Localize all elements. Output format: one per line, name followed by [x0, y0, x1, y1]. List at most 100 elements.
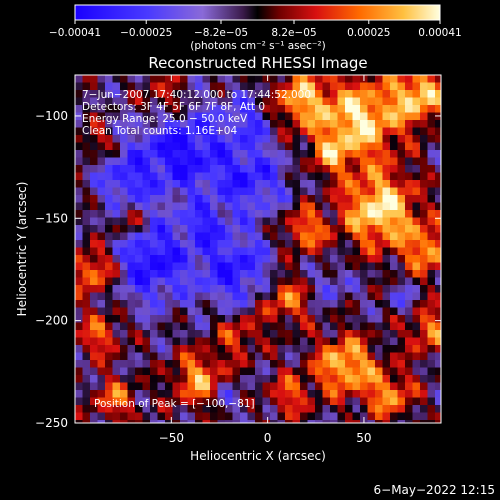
heatmap-cell — [330, 322, 339, 331]
heatmap-cell — [352, 405, 361, 414]
heatmap-cell — [105, 360, 114, 369]
heatmap-cell — [240, 75, 249, 84]
heatmap-cell — [277, 82, 286, 91]
heatmap-cell — [285, 322, 294, 331]
heatmap-cell — [240, 412, 249, 421]
heatmap-cell — [375, 292, 384, 301]
heatmap-cell — [150, 195, 159, 204]
heatmap-cell — [97, 97, 106, 106]
heatmap-cell — [270, 375, 279, 384]
heatmap-cell — [315, 255, 324, 264]
heatmap-cell — [172, 352, 181, 361]
heatmap-cell — [255, 135, 264, 144]
heatmap-cell — [105, 90, 114, 99]
heatmap-cell — [262, 240, 271, 249]
heatmap-cell — [217, 337, 226, 346]
heatmap-cell — [180, 187, 189, 196]
heatmap-cell — [397, 337, 406, 346]
heatmap-cell — [382, 405, 391, 414]
heatmap-cell — [360, 112, 369, 121]
heatmap-cell — [352, 105, 361, 114]
heatmap-cell — [397, 112, 406, 121]
heatmap-cell — [157, 142, 166, 151]
heatmap-cell — [330, 195, 339, 204]
heatmap-cell — [75, 352, 84, 361]
heatmap-cell — [300, 180, 309, 189]
heatmap-cell — [322, 247, 331, 256]
heatmap-cell — [195, 210, 204, 219]
heatmap-cell — [142, 97, 151, 106]
heatmap-cell — [435, 270, 441, 279]
heatmap-cell — [127, 247, 136, 256]
heatmap-cell — [277, 187, 286, 196]
heatmap-cell — [330, 217, 339, 226]
heatmap-cell — [420, 240, 429, 249]
heatmap-cell — [330, 412, 339, 421]
heatmap-cell — [195, 300, 204, 309]
heatmap-cell — [375, 247, 384, 256]
heatmap-cell — [225, 240, 234, 249]
heatmap-cell — [217, 165, 226, 174]
heatmap-cell — [345, 412, 354, 421]
heatmap-cell — [397, 195, 406, 204]
heatmap-cell — [330, 420, 339, 423]
heatmap-cell — [390, 405, 399, 414]
heatmap-cell — [367, 345, 376, 354]
heatmap-cell — [150, 285, 159, 294]
heatmap-cell — [367, 142, 376, 151]
heatmap-cell — [390, 187, 399, 196]
heatmap-cell — [412, 375, 421, 384]
heatmap-cell — [397, 135, 406, 144]
footer-date: 6−May−2022 12:15 — [374, 483, 496, 497]
heatmap-cell — [322, 90, 331, 99]
heatmap-cell — [247, 390, 256, 399]
heatmap-cell — [255, 112, 264, 121]
heatmap-cell — [120, 337, 129, 346]
heatmap-cell — [270, 412, 279, 421]
heatmap-cell — [225, 97, 234, 106]
heatmap-cell — [337, 405, 346, 414]
heatmap-cell — [120, 330, 129, 339]
heatmap-cell — [322, 322, 331, 331]
heatmap-cell — [285, 367, 294, 376]
heatmap-cell — [420, 150, 429, 159]
heatmap-cell — [232, 202, 241, 211]
heatmap-cell — [112, 225, 121, 234]
heatmap-cell — [217, 150, 226, 159]
heatmap-cell — [330, 337, 339, 346]
heatmap-cell — [285, 405, 294, 414]
heatmap-cell — [202, 292, 211, 301]
heatmap-cell — [202, 300, 211, 309]
heatmap-cell — [300, 217, 309, 226]
heatmap-cell — [172, 135, 181, 144]
heatmap-cell — [112, 195, 121, 204]
heatmap-cell — [195, 195, 204, 204]
heatmap-cell — [382, 277, 391, 286]
heatmap-cell — [330, 262, 339, 271]
heatmap-cell — [420, 337, 429, 346]
heatmap-cell — [360, 105, 369, 114]
colorbar-unit-label: (photons cm⁻² s⁻¹ asec⁻²) — [190, 40, 325, 52]
heatmap-cell — [90, 390, 99, 399]
heatmap-cell — [307, 225, 316, 234]
heatmap-cell — [157, 210, 166, 219]
heatmap-cell — [82, 322, 91, 331]
heatmap-cell — [345, 315, 354, 324]
heatmap-cell — [240, 165, 249, 174]
heatmap-cell — [195, 262, 204, 271]
heatmap-cell — [180, 225, 189, 234]
heatmap-cell — [337, 120, 346, 129]
heatmap-cell — [337, 172, 346, 181]
heatmap-cell — [360, 195, 369, 204]
heatmap-cell — [210, 412, 219, 421]
heatmap-cell — [142, 330, 151, 339]
heatmap-cell — [405, 97, 414, 106]
heatmap-cell — [240, 397, 249, 406]
heatmap-cell — [352, 217, 361, 226]
heatmap-cell — [427, 172, 436, 181]
heatmap-cell — [202, 277, 211, 286]
heatmap-cell — [142, 195, 151, 204]
heatmap-cell — [367, 210, 376, 219]
heatmap-cell — [240, 292, 249, 301]
heatmap-cell — [135, 225, 144, 234]
